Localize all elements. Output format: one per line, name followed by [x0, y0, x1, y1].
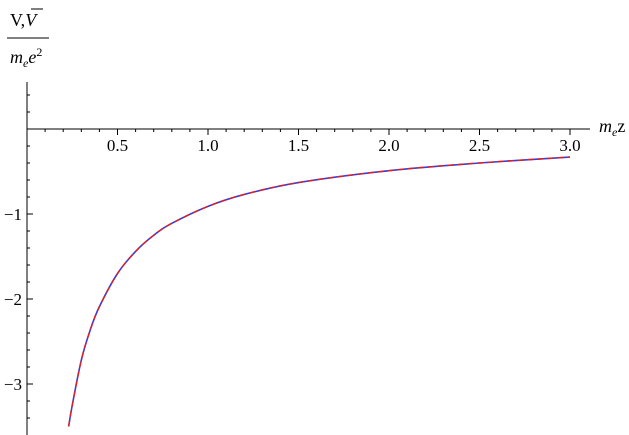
y-title-m: m [10, 47, 23, 67]
x-tick-label: 2.0 [378, 136, 399, 155]
minor-ticks [27, 94, 553, 419]
y-title-m-sub: e [23, 56, 29, 70]
tick-labels: 0.5 1.0 1.5 2.0 2.5 3.0 −1 −2 −3 [4, 136, 581, 394]
y-title-e-sup: 2 [36, 45, 42, 59]
y-tick-label: −3 [4, 375, 22, 394]
x-title-m: m [599, 116, 612, 136]
y-tick-label: −2 [4, 290, 22, 309]
x-tick-label: 0.5 [107, 136, 128, 155]
major-ticks [27, 129, 571, 385]
x-tick-label: 3.0 [559, 136, 580, 155]
x-title-z: z [617, 116, 625, 136]
svg-text:mee2: mee2 [10, 45, 42, 70]
x-tick-label: 2.5 [469, 136, 490, 155]
y-axis-title: V,V mee2 [7, 8, 49, 70]
x-tick-label: 1.5 [288, 136, 309, 155]
y-title-e: e [28, 47, 36, 67]
y-tick-label: −1 [4, 205, 22, 224]
x-tick-label: 1.0 [197, 136, 218, 155]
series-layer [67, 156, 571, 427]
axes: 0.5 1.0 1.5 2.0 2.5 3.0 −1 −2 −3 [4, 82, 590, 435]
svg-text:V,V: V,V [10, 10, 38, 30]
x-axis-title: mez [599, 116, 625, 139]
y-title-vbar: V [25, 10, 38, 30]
x-title-sub: e [612, 125, 618, 139]
series-line-dashed [67, 156, 571, 427]
series-line-solid [67, 156, 571, 427]
y-title-v: V, [10, 10, 25, 30]
